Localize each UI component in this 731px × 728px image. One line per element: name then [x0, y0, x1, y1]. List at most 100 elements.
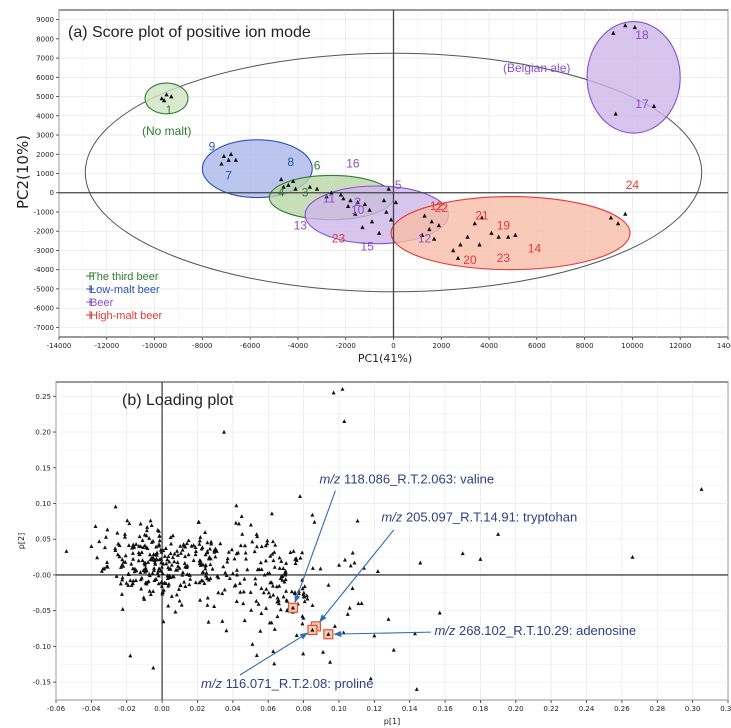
loading-point-410 — [166, 603, 171, 608]
loading-point-302 — [218, 541, 223, 546]
score-point-37 — [420, 232, 425, 237]
loading-point-409 — [264, 606, 269, 610]
loading-point-405 — [147, 573, 152, 578]
loading-point-387 — [206, 556, 211, 561]
loading-point-368 — [189, 543, 194, 548]
loading-point-430 — [196, 519, 201, 524]
loading-point-305 — [252, 549, 257, 554]
score-point-0 — [159, 96, 164, 101]
loading-point-271 — [178, 543, 183, 548]
loading-point-263 — [103, 534, 108, 539]
loading-point-469 — [368, 676, 373, 681]
score-point-56 — [632, 24, 637, 30]
loading-point-179 — [129, 582, 134, 587]
score-ytick-label-2: -5000 — [34, 285, 54, 293]
loading-point-4 — [191, 558, 196, 562]
score-point-51 — [608, 215, 614, 220]
loading-point-470 — [391, 647, 396, 652]
loading-point-380 — [199, 562, 204, 566]
loading-point-162 — [134, 541, 139, 546]
highlight-label-mz-3: m/z — [201, 676, 222, 691]
loading-point-294 — [170, 533, 175, 538]
loading-xtick-label-19: 0.32 — [720, 705, 731, 713]
loading-point-142 — [105, 527, 110, 532]
loading-point-379 — [173, 609, 178, 614]
loading-point-133 — [203, 530, 208, 534]
loading-point-464 — [699, 486, 704, 491]
sample-label-19: 20 — [463, 253, 477, 267]
loading-point-185 — [300, 613, 305, 618]
loading-point-232 — [248, 522, 253, 527]
loading-point-163 — [159, 583, 164, 588]
highlight-arrowhead-1 — [319, 614, 327, 623]
loading-point-483 — [89, 544, 94, 549]
loading-point-313 — [122, 532, 127, 536]
loading-point-348 — [213, 554, 218, 559]
score-point-28 — [386, 186, 391, 191]
score-xtick-label-8: 2000 — [432, 342, 450, 350]
group-ellipse-0 — [144, 82, 189, 115]
loading-point-276 — [197, 541, 202, 546]
score-ytick-label-4: -3000 — [34, 247, 54, 255]
highlight-label-mz-1: m/z — [381, 509, 402, 524]
loading-point-309 — [147, 535, 152, 540]
loading-point-357 — [151, 568, 156, 573]
loading-point-328 — [262, 572, 267, 577]
loading-xtick-label-15: 0.24 — [579, 705, 595, 713]
loading-point-293 — [145, 525, 150, 529]
loading-point-412 — [160, 591, 165, 596]
loading-point-473 — [234, 503, 239, 508]
loading-point-206 — [113, 504, 118, 509]
loading-point-117 — [216, 590, 221, 595]
score-xtick-label-9: 4000 — [480, 342, 498, 350]
loading-point-383 — [261, 590, 266, 595]
loading-point-257 — [268, 580, 273, 585]
loading-point-153 — [152, 578, 157, 583]
loading-point-250 — [277, 583, 282, 588]
score-ytick-label-11: 4000 — [36, 112, 54, 120]
score-ytick-label-3: -4000 — [34, 266, 54, 274]
loading-point-51 — [206, 619, 211, 624]
loading-point-190 — [294, 633, 299, 637]
loading-point-292 — [184, 541, 189, 546]
loading-point-374 — [105, 560, 109, 565]
loading-point-402 — [165, 573, 170, 578]
score-point-31 — [360, 224, 365, 230]
loading-point-132 — [305, 596, 310, 601]
loading-point-158 — [166, 554, 171, 559]
score-xtick-label-10: 6000 — [528, 342, 546, 350]
highlight-label-text-3: 116.071_R.T.2.08: proline — [222, 676, 374, 691]
loading-point-273 — [201, 569, 206, 574]
loading-point-339 — [177, 598, 182, 603]
loading-point-170 — [268, 594, 273, 599]
loading-point-112 — [253, 576, 258, 581]
loading-point-443 — [147, 552, 152, 557]
sample-label-21: 22 — [435, 201, 449, 215]
loading-point-115 — [352, 560, 357, 565]
loading-xtick-label-7: 0.08 — [296, 705, 312, 713]
loading-point-94 — [159, 580, 164, 585]
loading-point-8 — [188, 576, 193, 581]
loading-point-350 — [203, 566, 208, 571]
score-point-16 — [329, 190, 334, 195]
loading-point-223 — [178, 583, 183, 587]
score-plot-ylabel: PC2(10%) — [14, 135, 32, 209]
score-xtick-label-6: -2000 — [336, 342, 356, 350]
highlight-point-2 — [326, 632, 331, 636]
loading-xtick-label-2: -0.02 — [118, 705, 136, 713]
loading-point-70 — [159, 564, 164, 569]
loading-point-429 — [180, 547, 185, 552]
loading-point-200 — [127, 521, 132, 526]
loading-point-355 — [182, 579, 187, 584]
loading-point-356 — [158, 556, 163, 561]
loading-point-231 — [270, 551, 275, 556]
loading-point-156 — [140, 558, 145, 563]
loading-point-168 — [168, 551, 173, 556]
sample-label-12: 13 — [294, 218, 308, 232]
loading-point-307 — [271, 592, 276, 597]
loading-point-312 — [224, 573, 229, 577]
score-point-26 — [369, 219, 375, 224]
loading-point-188 — [265, 571, 270, 576]
loading-point-335 — [122, 534, 127, 539]
loading-point-341 — [271, 558, 276, 563]
